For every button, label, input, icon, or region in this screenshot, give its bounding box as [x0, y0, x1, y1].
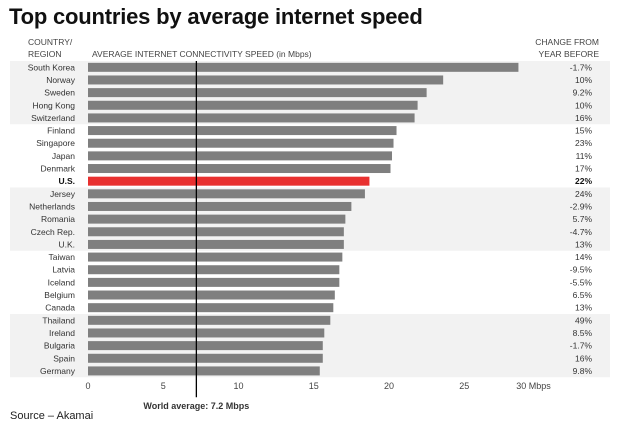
change-value: 10%: [575, 100, 592, 110]
bar: [88, 277, 340, 287]
change-value: 13%: [575, 303, 592, 313]
bar: [88, 303, 334, 313]
country-label: Taiwan: [49, 252, 76, 262]
x-tick-label: 30 Mbps: [516, 381, 551, 391]
chart-title: Top countries by average internet speed: [9, 4, 423, 29]
change-value: -5.5%: [570, 277, 593, 287]
country-label: Ireland: [49, 328, 75, 338]
bar: [88, 315, 331, 325]
country-label: Romania: [41, 214, 75, 224]
bar: [88, 341, 323, 351]
country-label: Thailand: [42, 315, 75, 325]
x-tick-label: 5: [161, 381, 166, 391]
change-value: 5.7%: [573, 214, 593, 224]
country-label: Bulgaria: [44, 341, 75, 351]
bar: [88, 353, 323, 363]
country-label: Singapore: [36, 138, 75, 148]
bar: [88, 239, 344, 249]
country-label: Hong Kong: [32, 100, 75, 110]
bar: [88, 189, 365, 199]
change-value: 9.8%: [573, 366, 593, 376]
change-header: CHANGE FROM YEAR BEFORE: [535, 36, 599, 60]
country-label: U.K.: [58, 239, 75, 249]
source-note: Source – Akamai: [10, 410, 94, 422]
country-header-line2: REGION: [28, 49, 62, 59]
change-value: 24%: [575, 189, 592, 199]
bar: [88, 126, 397, 136]
change-value: 15%: [575, 126, 592, 136]
country-label: Spain: [53, 353, 75, 363]
bar: [88, 88, 427, 98]
change-header-line2: YEAR BEFORE: [538, 49, 599, 59]
bar: [88, 328, 325, 338]
country-label: Sweden: [44, 88, 75, 98]
country-label: Jersey: [50, 189, 76, 199]
bar: [88, 75, 444, 85]
country-label: Denmark: [41, 164, 76, 174]
change-value: -2.9%: [570, 201, 593, 211]
country-label: Germany: [40, 366, 76, 376]
change-value: 11%: [576, 151, 593, 161]
bar: [88, 164, 391, 174]
country-label: Netherlands: [29, 201, 75, 211]
x-tick-label: 20: [384, 381, 394, 391]
bar: [88, 138, 394, 148]
country-header-line1: COUNTRY/: [28, 37, 73, 47]
change-value: 14%: [575, 252, 592, 262]
x-tick-label: 10: [233, 381, 243, 391]
change-value: 13%: [575, 239, 592, 249]
change-value: -4.7%: [570, 227, 593, 237]
change-value: 16%: [575, 113, 592, 123]
country-label: Finland: [47, 126, 75, 136]
change-value: 16%: [575, 353, 592, 363]
bar: [88, 265, 340, 275]
bar: [88, 201, 352, 211]
country-label: U.S.: [58, 176, 75, 186]
change-value: 22%: [575, 176, 592, 186]
bar: [88, 176, 370, 186]
x-tick-label: 0: [85, 381, 90, 391]
change-value: 49%: [575, 315, 592, 325]
bar: [88, 290, 335, 300]
x-tick-label: 15: [309, 381, 319, 391]
speed-header: AVERAGE INTERNET CONNECTIVITY SPEED (in …: [92, 49, 312, 59]
bar: [88, 366, 320, 376]
bar: [88, 252, 343, 262]
country-label: South Korea: [28, 62, 76, 72]
bar: [88, 227, 344, 237]
country-label: Belgium: [44, 290, 75, 300]
change-value: -1.7%: [570, 341, 593, 351]
country-label: Norway: [46, 75, 76, 85]
country-label: Czech Rep.: [31, 227, 75, 237]
change-value: 10%: [575, 75, 592, 85]
change-header-line1: CHANGE FROM: [535, 37, 599, 47]
country-header: COUNTRY/ REGION: [28, 36, 72, 60]
country-label: Switzerland: [31, 113, 75, 123]
country-label: Iceland: [48, 277, 76, 287]
change-value: 9.2%: [573, 88, 593, 98]
bar: [88, 151, 393, 161]
world-average-label: World average: 7.2 Mbps: [143, 401, 249, 411]
change-value: 23%: [575, 138, 592, 148]
change-value: 6.5%: [573, 290, 593, 300]
country-label: Latvia: [52, 265, 75, 275]
change-value: -9.5%: [570, 265, 593, 275]
change-value: 8.5%: [573, 328, 593, 338]
bar: [88, 100, 418, 110]
change-value: 17%: [575, 164, 592, 174]
bar: [88, 113, 415, 123]
change-value: -1.7%: [570, 62, 593, 72]
bar: [88, 214, 346, 224]
country-label: Japan: [52, 151, 75, 161]
country-label: Canada: [45, 303, 75, 313]
x-tick-label: 25: [459, 381, 469, 391]
bar: [88, 62, 519, 72]
